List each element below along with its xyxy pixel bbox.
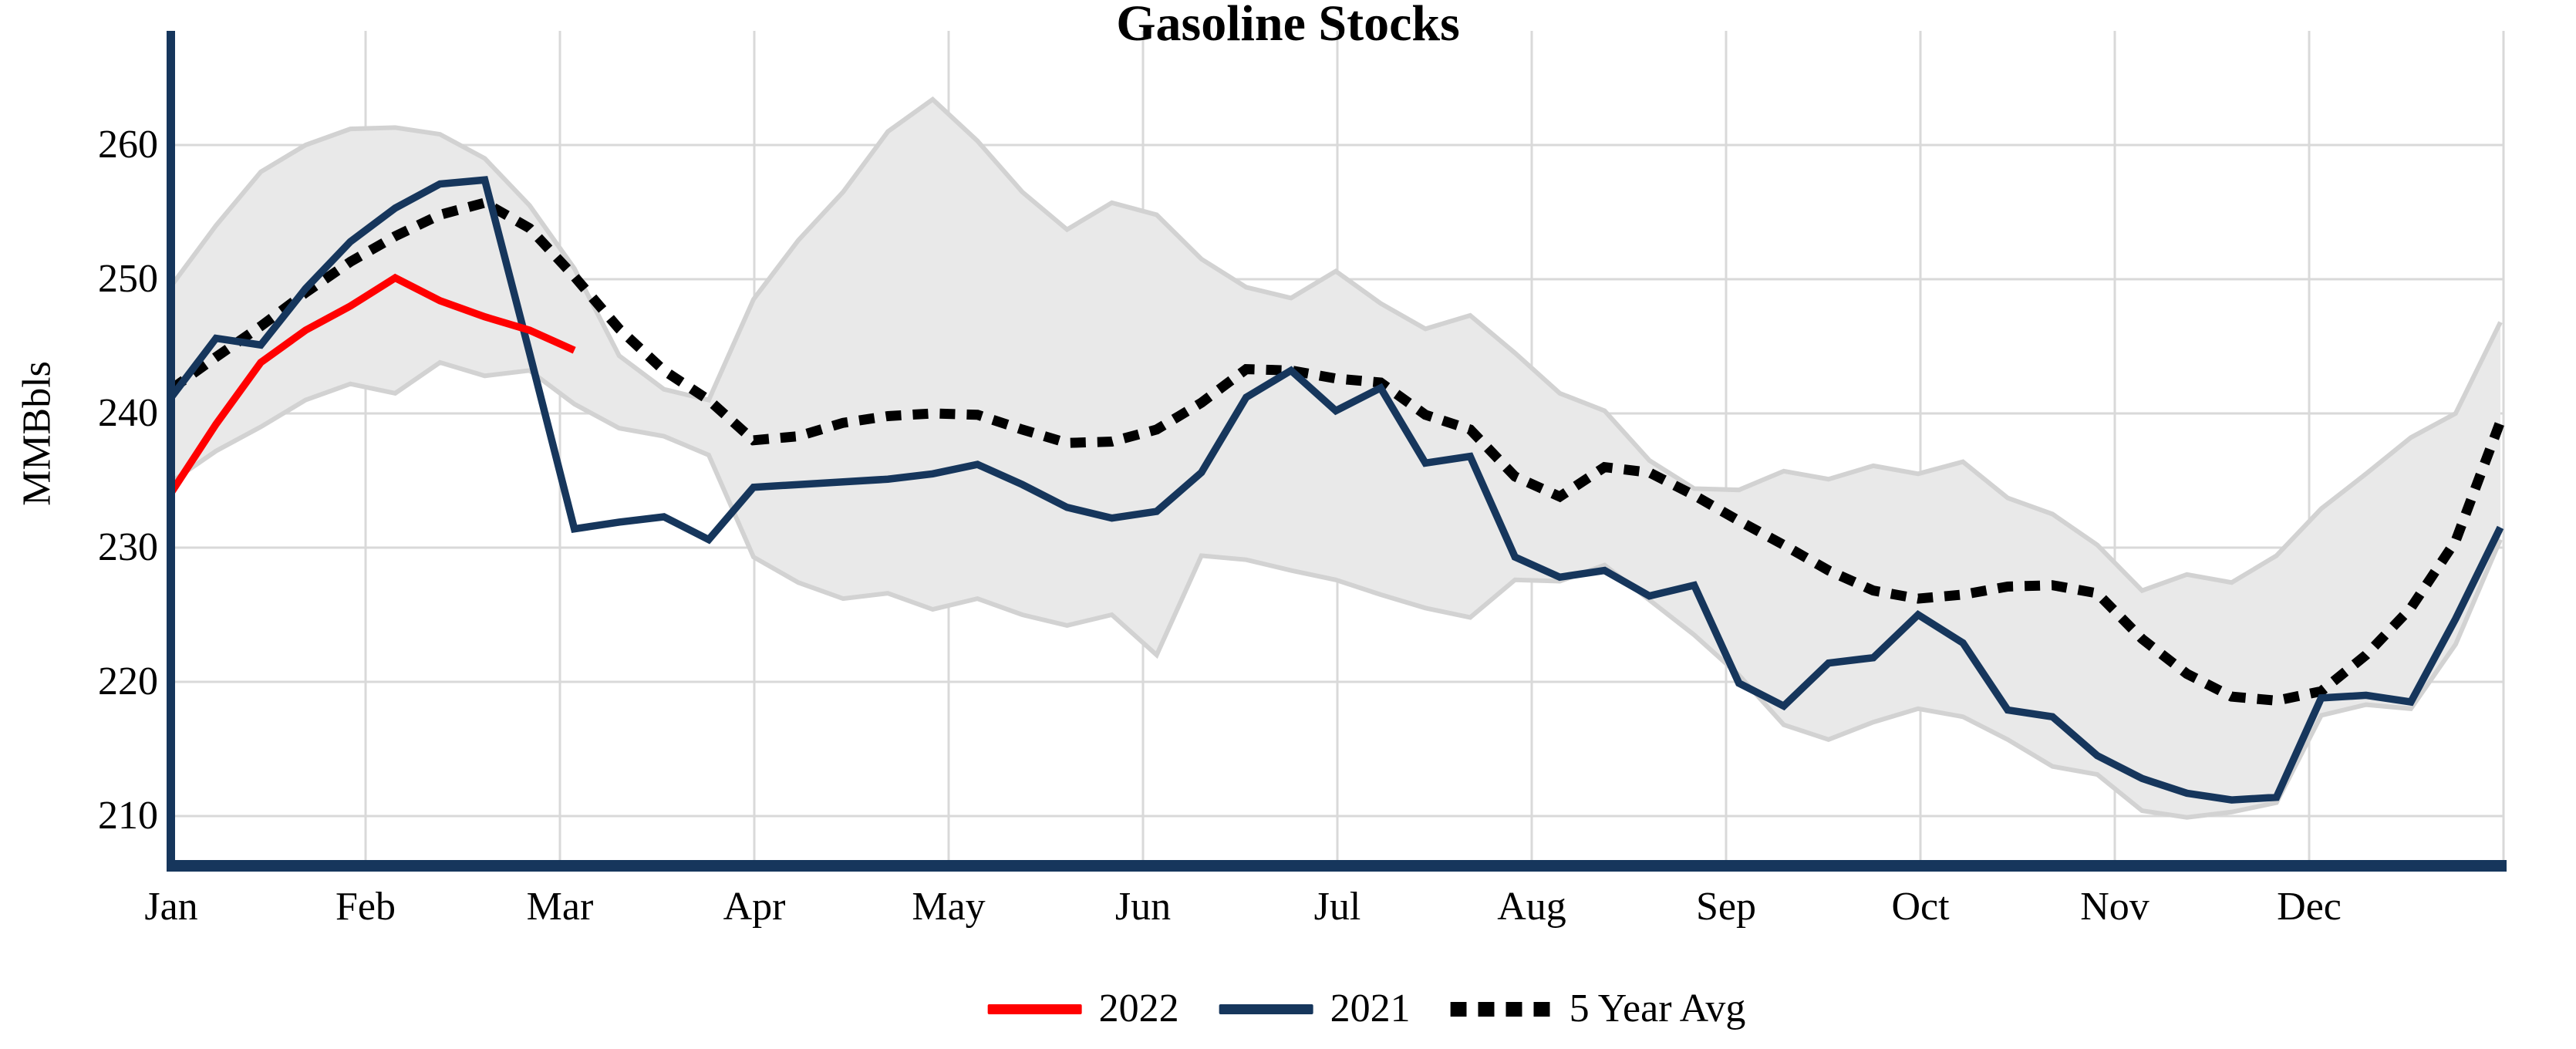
legend-2021-label: 2021 (1330, 987, 1411, 1030)
y-tick-210: 210 (98, 794, 158, 838)
legend-item-2021: 2021 (1219, 980, 1411, 1038)
x-tick-nov: Nov (2080, 885, 2149, 929)
legend-2021-line-icon (1219, 1003, 1313, 1014)
legend-5yr-avg-label: 5 Year Avg (1569, 987, 1746, 1030)
chart-title: Gasoline Stocks (1116, 0, 1460, 52)
y-tick-240: 240 (98, 391, 158, 435)
x-tick-mar: Mar (526, 885, 594, 929)
legend-item-5yr-avg: 5 Year Avg (1450, 980, 1746, 1038)
y-tick-220: 220 (98, 659, 158, 703)
x-tick-sep: Sep (1696, 885, 1756, 929)
legend-5yr-avg-dotted-icon (1450, 1001, 1553, 1017)
x-tick-jun: Jun (1114, 885, 1172, 929)
y-tick-230: 230 (98, 525, 158, 569)
x-tick-feb: Feb (335, 885, 396, 929)
y-tick-260: 260 (98, 123, 158, 167)
y-tick-250: 250 (98, 257, 158, 301)
x-tick-aug: Aug (1497, 885, 1566, 929)
x-tick-jul: Jul (1313, 885, 1361, 929)
x-tick-oct: Oct (1891, 885, 1950, 929)
legend-2022-line-icon (987, 1003, 1082, 1014)
x-tick-may: May (912, 885, 986, 929)
x-tick-jan: Jan (144, 885, 198, 929)
x-tick-dec: Dec (2277, 885, 2342, 929)
legend-2022-label: 2022 (1098, 987, 1179, 1030)
legend-item-2022: 2022 (987, 980, 1179, 1038)
x-tick-apr: Apr (723, 885, 786, 929)
chart-legend: 2022 2021 5 Year Avg (987, 980, 1746, 1038)
